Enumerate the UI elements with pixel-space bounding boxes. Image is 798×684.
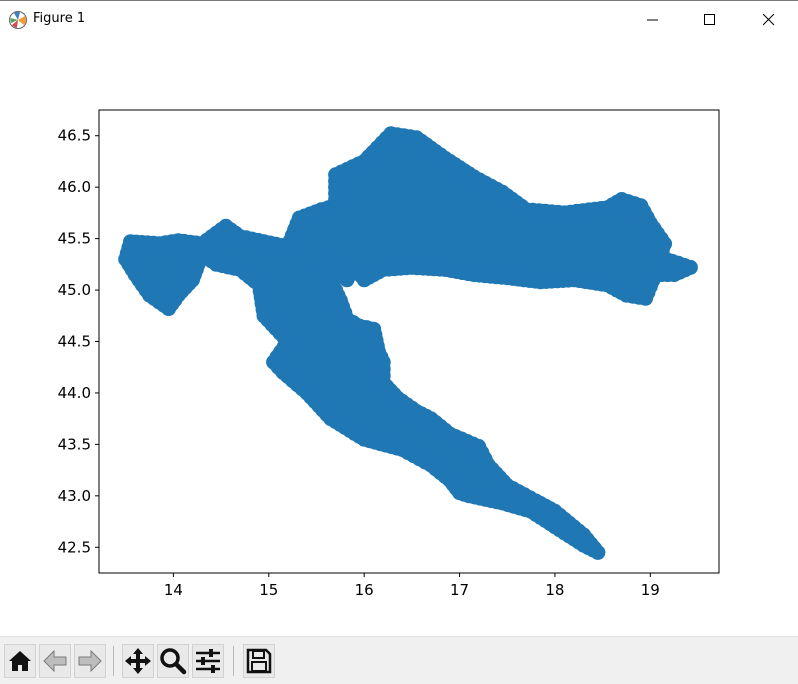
close-icon [763, 14, 775, 26]
x-tick-label: 15 [259, 581, 278, 599]
x-tick-label: 14 [164, 581, 183, 599]
zoom-button[interactable] [157, 644, 189, 678]
window-title: Figure 1 [33, 11, 86, 26]
y-tick-label: 45.5 [58, 230, 91, 248]
y-tick-label: 45.0 [58, 281, 91, 299]
toolbar-separator [233, 646, 234, 676]
home-icon [9, 651, 31, 671]
title-bar: Figure 1 [0, 0, 798, 38]
forward-button[interactable] [74, 644, 106, 678]
x-tick-label: 17 [450, 581, 469, 599]
maximize-icon [704, 14, 715, 25]
back-button[interactable] [39, 644, 71, 678]
close-button[interactable] [746, 1, 792, 39]
toolbar-separator [113, 646, 114, 676]
y-tick-label: 46.5 [58, 127, 91, 145]
y-tick-label: 42.5 [58, 538, 91, 556]
y-tick-label: 43.0 [58, 487, 91, 505]
home-button[interactable] [4, 644, 36, 678]
maximize-button[interactable] [687, 1, 733, 39]
move-icon [125, 648, 151, 674]
arrow-right-icon [78, 649, 102, 673]
y-tick-label: 43.5 [58, 435, 91, 453]
pan-button[interactable] [122, 644, 154, 678]
y-tick-label: 46.0 [58, 178, 91, 196]
scatter-point-cloud [118, 126, 698, 560]
arrow-left-icon [43, 649, 67, 673]
minimize-icon [647, 19, 658, 21]
y-tick-label: 44.5 [58, 333, 91, 351]
x-tick-label: 19 [641, 581, 660, 599]
navigation-toolbar [0, 636, 798, 684]
y-tick-label: 44.0 [58, 384, 91, 402]
scatter-points [118, 126, 698, 560]
magnifier-icon [160, 648, 187, 675]
figure-canvas[interactable]: 14 15 16 17 18 19 42.5 43.0 43.5 44.0 44.5 45.0 45.5… [0, 38, 798, 636]
matplotlib-logo-icon [9, 11, 27, 29]
sliders-icon [196, 649, 220, 673]
scatter-plot: 14 15 16 17 18 19 42.5 43.0 43.5 44.0 44.5 45.0 45.5… [58, 109, 720, 599]
x-tick-label: 18 [545, 581, 564, 599]
subplots-button[interactable] [192, 644, 224, 678]
floppy-disk-icon [246, 648, 272, 674]
save-button[interactable] [243, 644, 275, 678]
scatter-point [121, 240, 137, 255]
x-tick-label: 16 [355, 581, 374, 599]
minimize-button[interactable] [630, 1, 676, 39]
